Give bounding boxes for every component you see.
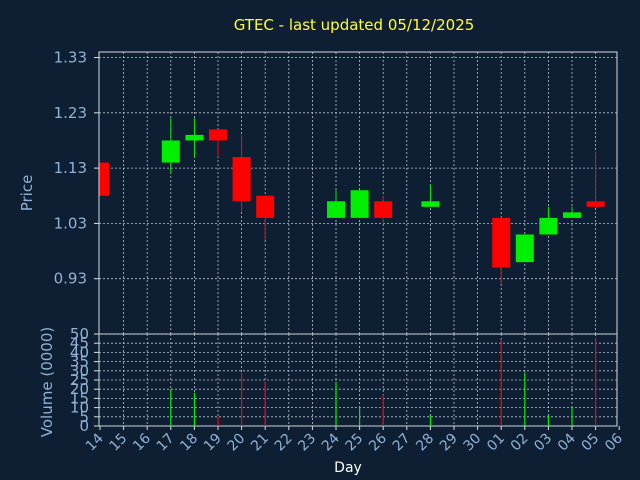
- volume-bars: [170, 337, 597, 426]
- volume-tick-label: 5: [79, 408, 89, 426]
- volume-tick-label: 30: [70, 362, 89, 380]
- candle-body: [209, 129, 227, 141]
- x-tick-label: 21: [248, 431, 272, 455]
- price-tick-label: 1.33: [54, 49, 87, 67]
- x-tick-label: 20: [225, 431, 249, 455]
- price-tick-label: 1.13: [54, 159, 87, 177]
- candles: [99, 118, 605, 285]
- x-tick-label: 30: [461, 431, 485, 455]
- candle-body: [185, 134, 204, 141]
- x-axis: 14 15 16 17 18 19 20 21 22 23 24 25 26 27 28 29 30 01 02 03…: [83, 426, 626, 454]
- volume-tick-label: 0: [79, 417, 89, 435]
- candle-body: [161, 140, 180, 163]
- price-tick-label: 1.23: [54, 104, 87, 122]
- candle-body: [492, 217, 511, 268]
- volume-tick-label: 45: [70, 334, 89, 352]
- candle-body: [539, 217, 558, 235]
- volume-tick-label: 35: [70, 353, 89, 371]
- x-tick-label: 28: [413, 431, 437, 455]
- x-tick-label: 26: [366, 430, 390, 454]
- x-tick-label: 15: [107, 431, 131, 455]
- x-tick-label: 27: [390, 431, 414, 455]
- volume-tick-label: 50: [70, 325, 89, 343]
- x-tick-label: 05: [579, 431, 603, 455]
- price-tick-label: 0.93: [54, 270, 87, 288]
- x-tick-label: 19: [201, 431, 225, 455]
- candle-body: [350, 190, 369, 218]
- x-tick-label: 25: [343, 431, 367, 455]
- candle-body: [374, 201, 393, 218]
- volume-axis-label: Volume (0000): [38, 327, 56, 437]
- x-tick-label: 03: [531, 431, 555, 455]
- volume-tick-label: 25: [70, 371, 89, 389]
- candle-body: [586, 201, 605, 207]
- x-tick-label: 16: [130, 430, 154, 454]
- price-axis: 1.33 1.23 1.13 1.03 0.93: [54, 49, 99, 288]
- candle-body: [100, 162, 109, 196]
- price-tick-label: 1.03: [54, 214, 87, 232]
- volume-grid: [99, 333, 617, 427]
- x-tick-label: 24: [319, 430, 343, 454]
- candle-body: [515, 234, 534, 263]
- candle-body: [256, 195, 275, 218]
- volume-tick-label: 40: [70, 343, 89, 361]
- volume-tick-label: 10: [70, 399, 89, 417]
- x-tick-label: 18: [177, 431, 201, 455]
- x-tick-label: 23: [295, 431, 319, 455]
- x-tick-label: 01: [484, 431, 508, 455]
- x-tick-label: 02: [508, 431, 532, 455]
- candle-body: [563, 212, 581, 218]
- x-tick-label: 06: [602, 430, 626, 454]
- price-axis-label: Price: [18, 175, 36, 212]
- x-tick-label: 29: [437, 431, 461, 455]
- x-tick-label: 04: [555, 430, 579, 454]
- x-tick-label: 22: [272, 431, 296, 455]
- x-axis-label: Day: [334, 460, 362, 476]
- candle-body: [232, 157, 251, 202]
- x-tick-label: 17: [154, 431, 178, 455]
- candle-body: [421, 201, 440, 207]
- volume-tick-label: 20: [70, 380, 89, 398]
- candle-body: [327, 201, 345, 218]
- chart-title: GTEC - last updated 05/12/2025: [234, 16, 475, 34]
- volume-tick-label: 15: [70, 389, 89, 407]
